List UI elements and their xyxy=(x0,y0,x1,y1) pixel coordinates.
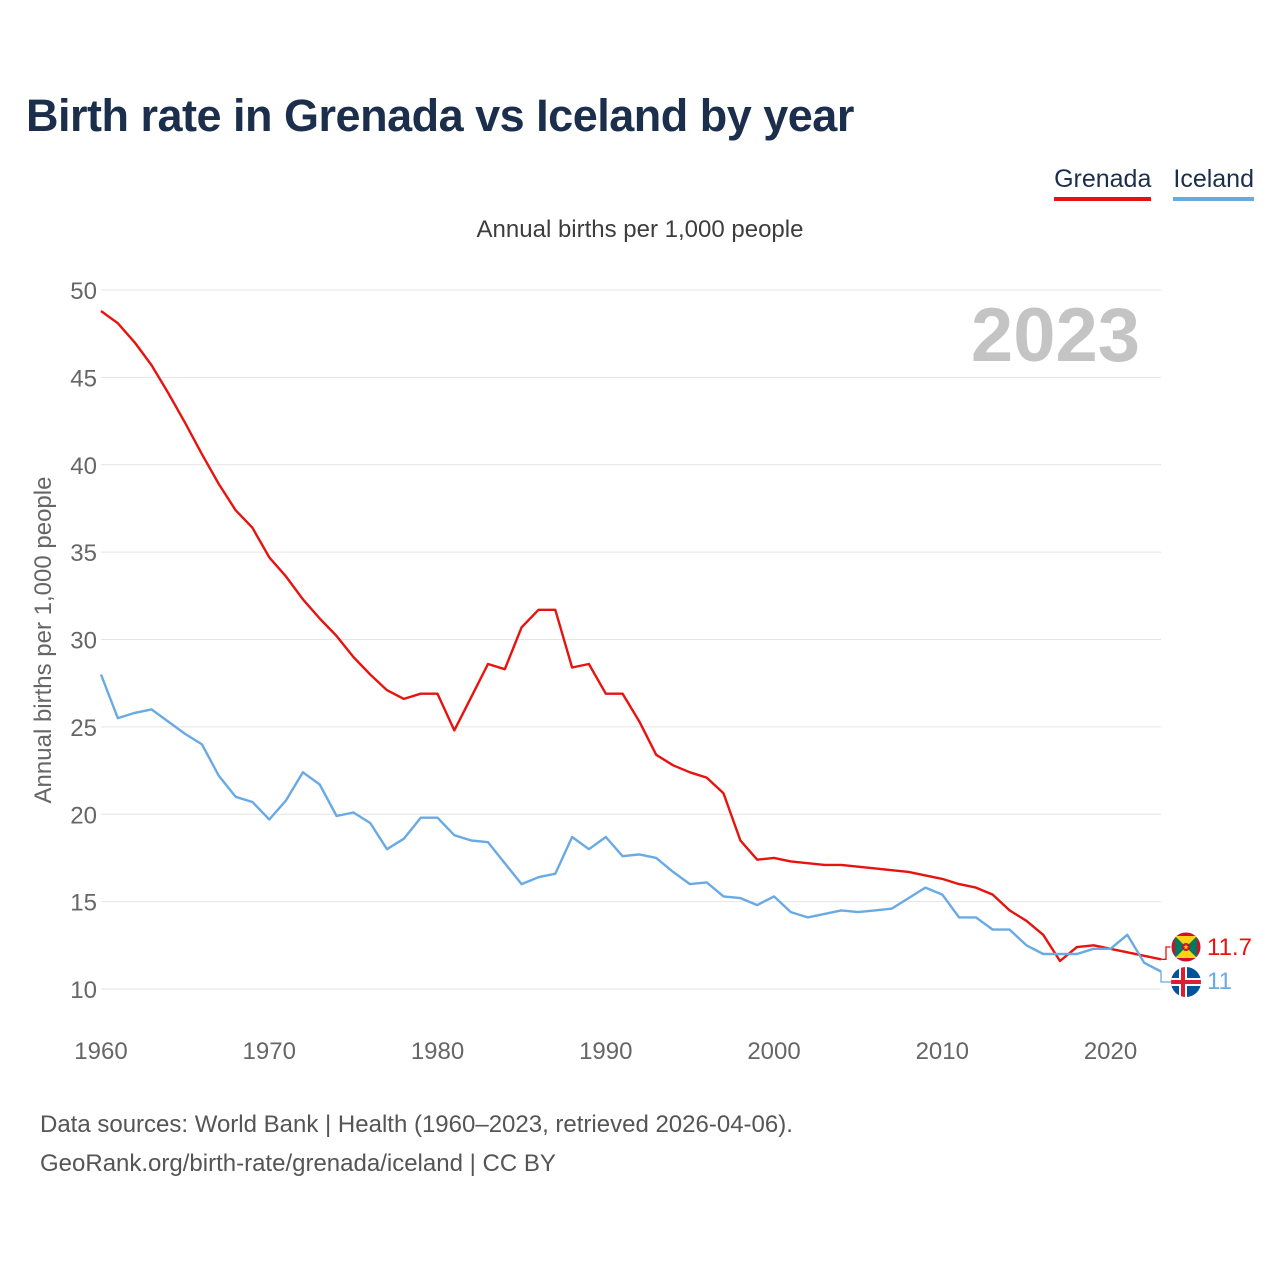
y-tick-label: 40 xyxy=(70,453,97,480)
y-tick-label: 45 xyxy=(70,365,97,392)
y-tick-label: 10 xyxy=(70,977,97,1004)
legend: Grenada Iceland xyxy=(1054,165,1254,201)
y-tick-label: 30 xyxy=(70,628,97,655)
y-axis-label: Annual births per 1,000 people xyxy=(30,477,57,804)
source-note: Data sources: World Bank | Health (1960–… xyxy=(40,1111,793,1138)
grenada-flag-icon xyxy=(1170,931,1202,963)
x-tick-label: 1960 xyxy=(74,1038,127,1065)
chart-title: Birth rate in Grenada vs Iceland by year xyxy=(26,90,854,141)
footer: Data sources: World Bank | Health (1960–… xyxy=(40,1105,793,1183)
chart-subtitle: Annual births per 1,000 people xyxy=(476,216,804,243)
x-tick-label: 2020 xyxy=(1084,1038,1137,1065)
series-line-grenada[interactable] xyxy=(100,310,1162,963)
leader-line-iceland xyxy=(1160,971,1172,983)
x-tick-label: 2010 xyxy=(916,1038,969,1065)
x-tick-label: 1970 xyxy=(243,1038,296,1065)
x-tick-label: 2000 xyxy=(747,1038,800,1065)
iceland-flag-icon xyxy=(1171,967,1201,997)
legend-item-iceland[interactable]: Iceland xyxy=(1173,165,1254,201)
y-tick-label: 15 xyxy=(70,890,97,917)
series-line-iceland[interactable] xyxy=(99,674,1162,973)
y-tick-label: 20 xyxy=(70,802,97,829)
x-tick-label: 1980 xyxy=(411,1038,464,1065)
legend-item-grenada[interactable]: Grenada xyxy=(1054,165,1152,201)
source-url: GeoRank.org/birth-rate/grenada/iceland |… xyxy=(40,1150,556,1177)
year-watermark: 2023 xyxy=(971,293,1140,378)
end-label-grenada: 11.7 xyxy=(1207,934,1252,961)
y-tick-label: 25 xyxy=(70,715,97,742)
y-tick-label: 50 xyxy=(70,278,97,305)
x-tick-label: 1990 xyxy=(579,1038,632,1065)
end-label-iceland: 11 xyxy=(1207,968,1232,995)
y-tick-label: 35 xyxy=(70,540,97,567)
leader-line-grenada xyxy=(1161,946,1172,960)
